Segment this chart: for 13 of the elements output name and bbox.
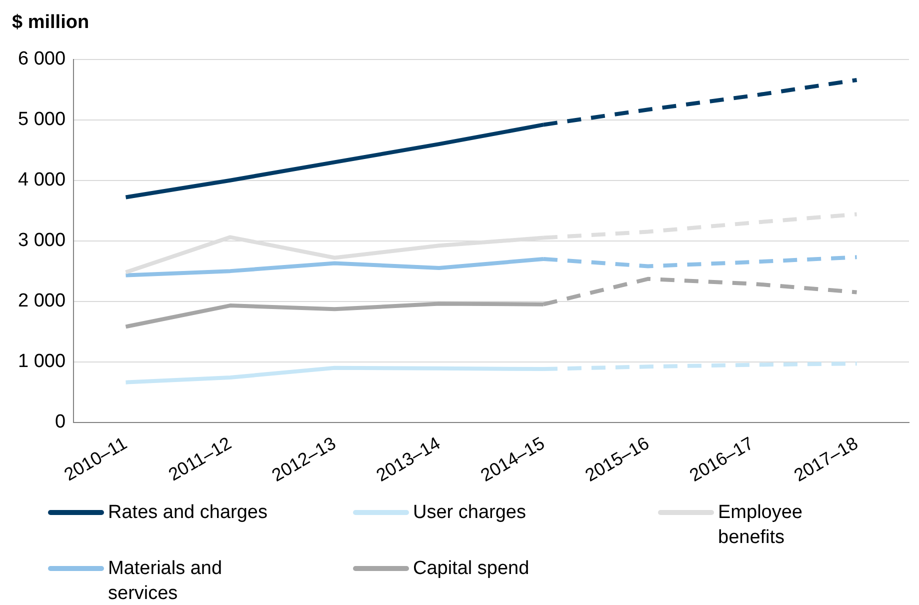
- y-axis-title: $ million: [12, 12, 90, 34]
- y-tick-label: 5 000: [18, 109, 66, 130]
- y-tick-label: 2 000: [18, 290, 66, 312]
- legend-label: Capital spend: [413, 557, 530, 581]
- y-tick-label: 3 000: [18, 230, 66, 252]
- legend-label: Materials and services: [108, 557, 224, 605]
- legend-label: Rates and charges: [108, 501, 268, 525]
- legend-label: User charges: [413, 501, 526, 525]
- legend-label: Employee benefits: [718, 501, 804, 550]
- y-tick-label: 6 000: [18, 48, 66, 70]
- y-tick-label: 4 000: [18, 170, 66, 191]
- y-tick-label: 1 000: [18, 351, 66, 372]
- y-tick-label: 0: [54, 411, 66, 432]
